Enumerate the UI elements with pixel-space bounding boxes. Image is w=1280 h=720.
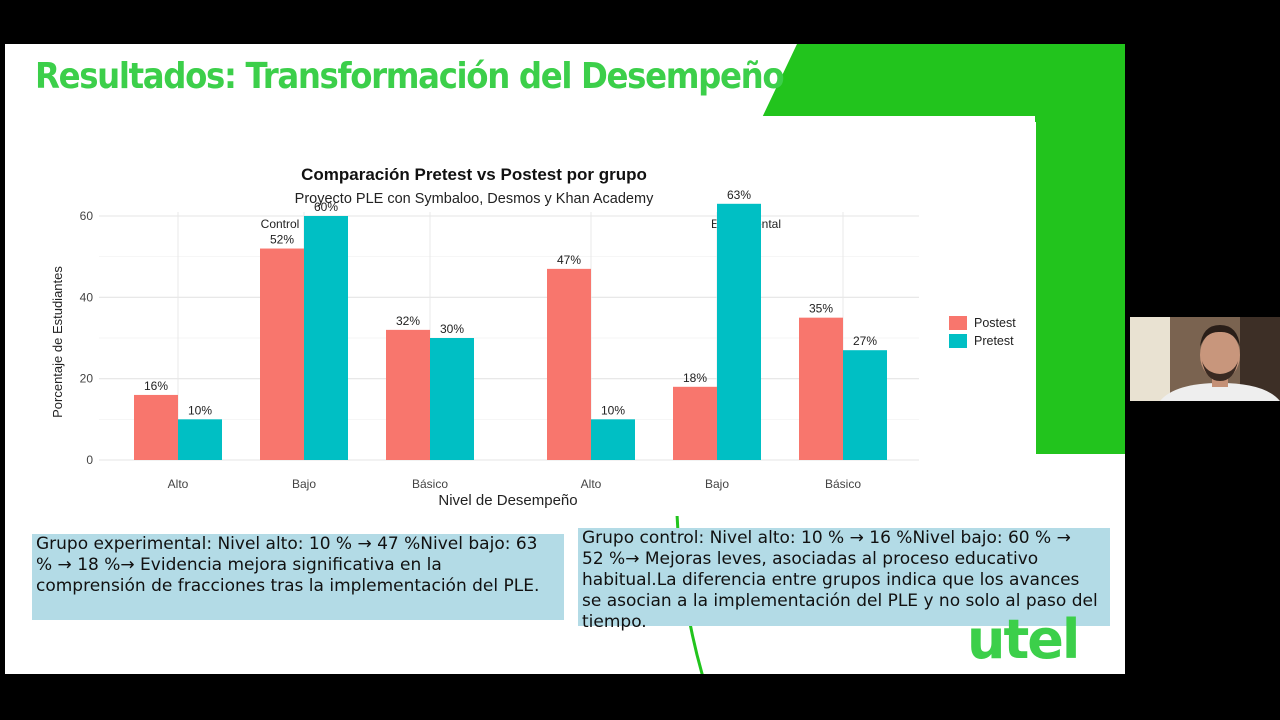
presentation-slide: Resultados: Transformación del Desempeño…	[5, 44, 1125, 674]
x-axis-label: Nivel de Desempeño	[438, 492, 577, 509]
y-tick-label: 60	[80, 209, 94, 223]
control-note: Grupo control: Nivel alto: 10 % → 16 %Ni…	[578, 528, 1110, 632]
legend-label: Pretest	[974, 334, 1014, 348]
legend-swatch-postest	[949, 316, 967, 330]
chart-title: Comparación Pretest vs Postest por grupo	[301, 165, 647, 184]
data-label: 35%	[809, 302, 833, 316]
note-line: 52 %→ Mejoras leves, asociadas al proces…	[582, 549, 1039, 569]
data-label: 27%	[853, 334, 877, 348]
utel-logo: utel	[967, 610, 1079, 660]
note-line: Grupo control: Nivel alto: 10 % → 16 %Ni…	[582, 528, 1071, 548]
data-label: 10%	[601, 403, 625, 417]
chart-subtitle: Proyecto PLE con Symbaloo, Desmos y Khan…	[295, 191, 654, 207]
data-label: 60%	[314, 200, 338, 214]
data-label: 16%	[144, 379, 168, 393]
bar-postest	[260, 248, 304, 460]
legend-swatch-pretest	[949, 334, 967, 348]
bar-postest	[134, 394, 178, 460]
x-tick-label: Bajo	[705, 477, 729, 491]
experimental-note: Grupo experimental: Nivel alto: 10 % → 4…	[32, 534, 564, 620]
data-label: 47%	[557, 253, 581, 267]
bar-postest	[386, 329, 430, 460]
legend-label: Postest	[974, 316, 1016, 330]
slide-title: Resultados: Transformación del Desempeño	[35, 56, 785, 97]
data-label: 10%	[188, 403, 212, 417]
note-line: % → 18 %→ Evidencia mejora significativa…	[36, 555, 442, 575]
green-accent-shape	[760, 44, 1125, 454]
x-tick-label: Bajo	[292, 477, 316, 491]
presenter-video	[1130, 317, 1280, 401]
bar-pretest	[430, 338, 474, 460]
chart-image: Comparación Pretest vs Postest por grupo…	[42, 116, 1035, 516]
bar-pretest	[178, 419, 222, 460]
x-tick-label: Alto	[581, 477, 602, 491]
y-tick-label: 40	[80, 290, 94, 304]
bar-chart: Comparación Pretest vs Postest por grupo…	[50, 165, 1016, 509]
data-label: 18%	[683, 371, 707, 385]
data-label: 52%	[270, 233, 294, 247]
note-line: Grupo experimental: Nivel alto: 10 % → 4…	[36, 534, 538, 554]
bar-pretest	[591, 419, 635, 460]
bar-pretest	[843, 350, 887, 460]
bar-postest	[547, 268, 591, 460]
data-label: 30%	[440, 322, 464, 336]
bar-pretest	[717, 203, 761, 461]
bar-postest	[673, 386, 717, 460]
data-label: 63%	[727, 188, 751, 202]
x-tick-label: Básico	[825, 477, 861, 491]
webcam-feed	[1130, 317, 1280, 401]
bar-postest	[799, 317, 843, 460]
note-line: se asocian a la implementación del PLE y…	[582, 591, 1098, 611]
note-line: habitual.La diferencia entre grupos indi…	[582, 570, 1080, 590]
bar-pretest	[304, 216, 348, 460]
x-tick-label: Básico	[412, 477, 448, 491]
y-axis-label: Porcentaje de Estudiantes	[50, 266, 65, 418]
x-tick-label: Alto	[168, 477, 189, 491]
note-line: comprensión de fracciones tras la implem…	[36, 576, 540, 596]
panel-label: Control	[261, 217, 300, 231]
data-label: 32%	[396, 314, 420, 328]
y-tick-label: 20	[80, 372, 94, 386]
note-line: tiempo.	[582, 612, 647, 632]
y-tick-label: 0	[86, 453, 93, 467]
